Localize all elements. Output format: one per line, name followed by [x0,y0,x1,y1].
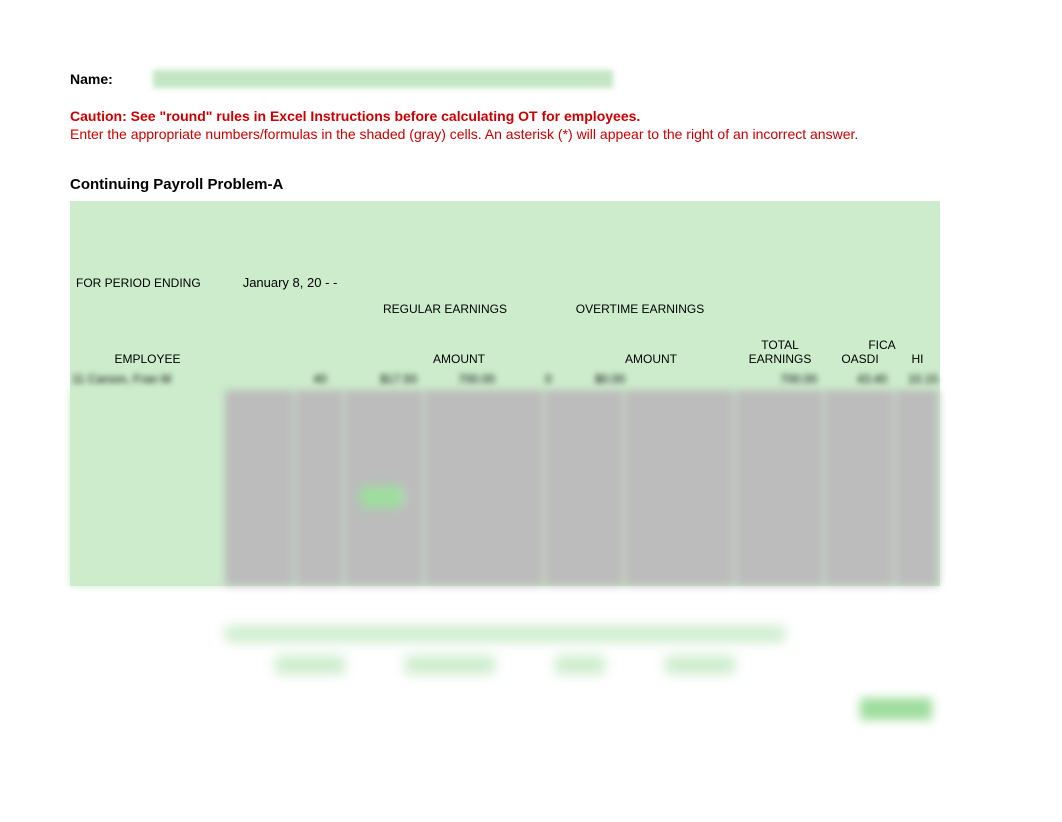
blurred-data-rows[interactable] [70,390,940,586]
cell-total[interactable]: 700.00 [735,372,825,386]
col-employee: EMPLOYEE [70,352,225,366]
problem-title: Continuing Payroll Problem-A [70,176,992,193]
cell-ot-rate[interactable]: $0.00 [595,372,735,386]
cell-reg-hours[interactable]: 40 [295,372,345,386]
col-group-overtime: OVERTIME EARNINGS [545,302,735,326]
col-ot-amount: AMOUNT [625,352,735,366]
period-label: FOR PERIOD ENDING [76,276,201,290]
col-fica-oasdi: FICA OASDI [825,338,895,366]
col-reg-amount: AMOUNT [425,352,545,366]
bottom-blur-area [70,626,940,674]
cell-reg-rate[interactable]: $17.50 [345,372,425,386]
col-group-regular: REGULAR EARNINGS [345,302,545,326]
name-input[interactable] [153,70,613,88]
table-row: 11 Carson, Fran M 40 $17.50 700.00 0 $0.… [70,370,940,388]
name-label: Name: [70,71,113,87]
cell-reg-amount[interactable]: 700.00 [425,372,545,386]
highlighted-cell[interactable] [360,486,404,508]
payroll-table: FOR PERIOD ENDING January 8, 20 - - REGU… [70,201,940,586]
cell-employee: 11 Carson, Fran M [70,372,225,386]
bottom-right-button[interactable] [860,698,932,720]
period-date: January 8, 20 - - [243,275,338,290]
cell-hi[interactable]: 10.15 [895,372,940,386]
payroll-header-blur [70,201,940,269]
col-total-earnings: TOTAL EARNINGS [735,338,825,366]
caution-text: Caution: See "round" rules in Excel Inst… [70,108,992,124]
col-hi: HI [895,352,940,366]
cell-oasdi[interactable]: 43.40 [825,372,895,386]
instruction-text: Enter the appropriate numbers/formulas i… [70,126,992,142]
